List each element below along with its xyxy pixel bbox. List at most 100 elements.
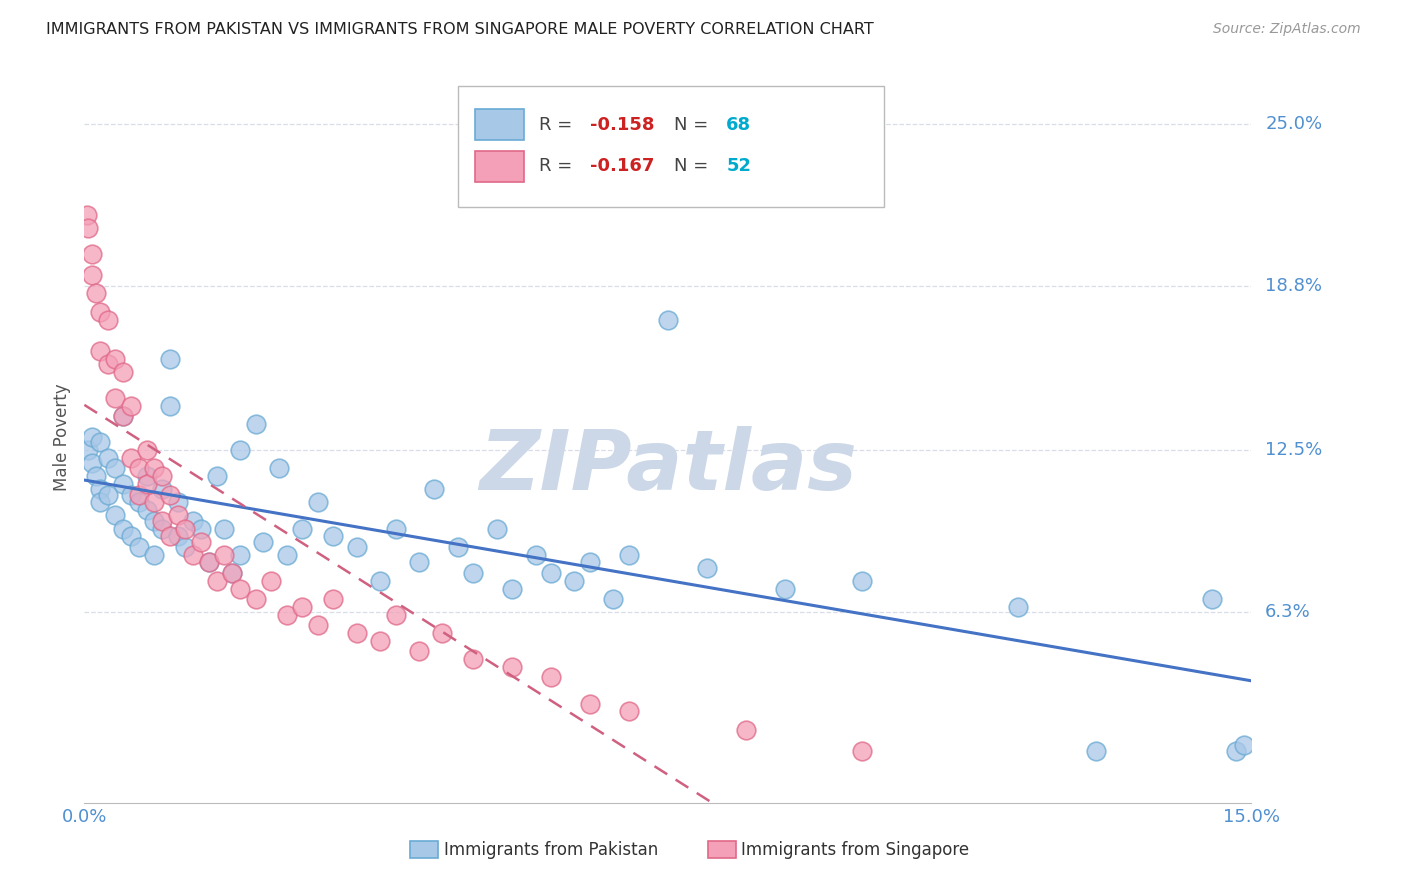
Point [89, 304, 111, 318]
Point [1232, 739, 1254, 753]
Point [245, 417, 267, 431]
Point [104, 351, 127, 366]
Text: Immigrants from Pakistan: Immigrants from Pakistan [444, 840, 658, 859]
Point [84, 469, 107, 483]
Point [150, 469, 173, 483]
Point [120, 399, 142, 413]
Point [97, 357, 120, 371]
Point [77, 443, 100, 458]
Text: 18.8%: 18.8% [1265, 277, 1322, 294]
Point [128, 540, 150, 554]
Point [260, 574, 283, 588]
Point [617, 705, 640, 719]
Point [267, 461, 290, 475]
Point [104, 391, 127, 405]
Point [97, 487, 120, 501]
Point [190, 521, 212, 535]
Point [564, 574, 586, 588]
Point [432, 626, 454, 640]
Point [82, 247, 104, 261]
FancyBboxPatch shape [411, 841, 437, 858]
Point [346, 626, 368, 640]
Point [579, 697, 602, 711]
Point [423, 483, 446, 497]
Point [198, 556, 221, 570]
Point [76, 208, 98, 222]
Point [346, 540, 368, 554]
Point [368, 574, 391, 588]
Point [143, 495, 166, 509]
Point [174, 540, 197, 554]
Text: 52: 52 [727, 158, 751, 176]
Point [276, 548, 298, 562]
Point [1201, 592, 1223, 607]
Point [540, 566, 562, 580]
Point [579, 556, 602, 570]
Point [84, 286, 107, 301]
Text: 25.0%: 25.0% [1265, 114, 1323, 133]
Point [368, 633, 391, 648]
Point [657, 312, 679, 326]
FancyBboxPatch shape [458, 86, 884, 207]
Point [307, 618, 329, 632]
Text: 12.5%: 12.5% [1265, 442, 1323, 459]
Text: Immigrants from Singapore: Immigrants from Singapore [741, 840, 970, 859]
Point [214, 521, 236, 535]
Point [1007, 599, 1029, 614]
Point [112, 365, 135, 379]
Point [97, 450, 120, 465]
Point [322, 592, 344, 607]
Point [221, 566, 243, 580]
Text: Source: ZipAtlas.com: Source: ZipAtlas.com [1213, 22, 1361, 37]
Point [181, 514, 204, 528]
Text: 68: 68 [727, 116, 751, 134]
Point [851, 743, 873, 757]
Point [112, 477, 135, 491]
Point [166, 529, 188, 543]
Point [408, 644, 430, 658]
Text: ZIPatlas: ZIPatlas [479, 425, 856, 507]
Point [463, 566, 485, 580]
Point [97, 312, 120, 326]
Point [166, 495, 188, 509]
Point [150, 521, 173, 535]
Text: N =: N = [673, 158, 714, 176]
Point [128, 495, 150, 509]
Point [112, 521, 135, 535]
Text: -0.167: -0.167 [589, 158, 654, 176]
Point [112, 409, 135, 424]
Point [602, 592, 624, 607]
Point [214, 548, 236, 562]
Point [221, 566, 243, 580]
FancyBboxPatch shape [707, 841, 735, 858]
Point [89, 343, 111, 358]
Text: R =: R = [540, 158, 578, 176]
Point [150, 483, 173, 497]
Point [135, 443, 157, 458]
Point [159, 351, 181, 366]
Point [135, 469, 157, 483]
Point [82, 268, 104, 282]
Point [252, 534, 274, 549]
Point [1225, 743, 1247, 757]
Point [524, 548, 547, 562]
Point [617, 548, 640, 562]
Text: -0.158: -0.158 [589, 116, 654, 134]
Point [190, 534, 212, 549]
Text: N =: N = [673, 116, 714, 134]
Point [463, 652, 485, 666]
Point [82, 430, 104, 444]
Point [501, 582, 523, 596]
Text: R =: R = [540, 116, 578, 134]
Point [322, 529, 344, 543]
Point [291, 521, 314, 535]
Point [384, 607, 406, 622]
Point [120, 529, 142, 543]
Point [143, 461, 166, 475]
Point [734, 723, 756, 737]
Point [150, 514, 173, 528]
Point [205, 574, 228, 588]
Point [408, 556, 430, 570]
Point [104, 461, 127, 475]
Point [128, 487, 150, 501]
